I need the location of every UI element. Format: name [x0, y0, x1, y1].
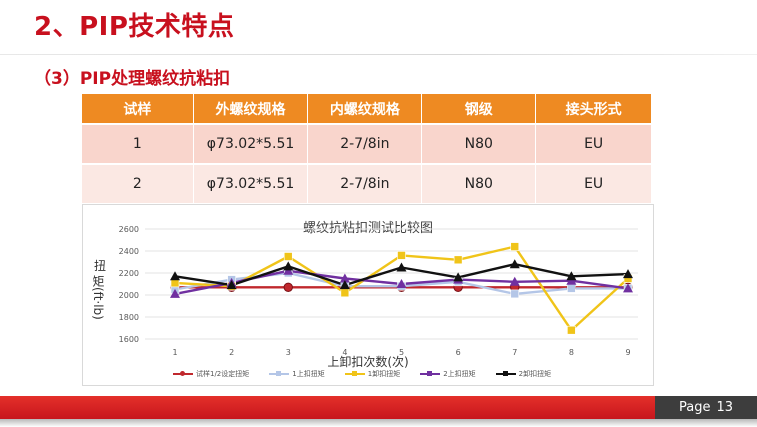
legend-swatch — [173, 371, 193, 376]
torque-chart: 螺纹抗粘扣测试比较图 扭 矩(ft·lb) 1600 1800 2000 2200 24… — [82, 204, 654, 386]
table-row: 1 φ73.02*5.51 2-7/8in N80 EU — [82, 123, 652, 164]
x-tick-label: 3 — [286, 348, 291, 357]
data-point — [340, 288, 350, 298]
legend-label: 2卸扣扭矩 — [518, 370, 552, 378]
x-tick-label: 6 — [456, 348, 461, 357]
data-point — [397, 251, 406, 260]
y-tick-label: 2000 — [119, 291, 139, 300]
data-point — [339, 280, 350, 290]
cell-internal-thread: 2-7/8in — [307, 123, 423, 164]
cell-sample: 1 — [82, 123, 194, 164]
data-point — [453, 272, 464, 282]
data-point — [396, 279, 407, 288]
cell-internal-thread: 2-7/8in — [307, 163, 423, 203]
legend-swatch — [344, 371, 365, 376]
data-point — [283, 261, 294, 271]
data-point — [453, 255, 463, 265]
y-axis-label-rest: 矩(ft·lb) — [91, 275, 105, 320]
data-point — [566, 271, 577, 281]
footer-bar — [0, 396, 757, 419]
table-header-row: 试样 外螺纹规格 内螺纹规格 钢级 接头形式 — [82, 94, 652, 124]
cell-external-thread: φ73.02*5.51 — [193, 163, 309, 203]
page-number: 13 — [716, 400, 734, 415]
y-axis-label-main: 扭 — [93, 259, 106, 273]
x-tick-label: 1 — [172, 348, 177, 357]
slide-title: 2、PIP技术特点 — [34, 12, 235, 42]
legend-item: 试样1/2设定扭矩 — [173, 369, 249, 379]
spec-table: 试样 外螺纹规格 内螺纹规格 钢级 接头形式 1 φ73.02*5.51 2-7… — [82, 94, 652, 203]
footer-shadow — [0, 419, 757, 427]
slide-subtitle: （3）PIP处理螺纹抗粘扣 — [34, 69, 231, 89]
y-tick-label: 1800 — [119, 313, 139, 322]
page-indicator: Page 13 — [655, 396, 757, 419]
x-tick-label: 5 — [399, 348, 404, 357]
y-axis-label: 扭 矩(ft·lb) — [91, 260, 109, 320]
legend-label: 1上扣扭矩 — [292, 370, 325, 378]
header-external-thread: 外螺纹规格 — [193, 94, 309, 124]
x-tick-label: 7 — [512, 348, 517, 357]
legend-label: 2上扣扭矩 — [443, 370, 476, 378]
chart-plot-area: 1600 1800 2000 2200 2400 2600 1 2 3 4 5 6 7 8 9 — [119, 225, 638, 357]
legend-swatch — [269, 371, 290, 376]
y-tick-label: 2600 — [119, 225, 139, 234]
data-point — [509, 276, 520, 286]
cell-steel-grade: N80 — [421, 123, 537, 164]
table-row: 2 φ73.02*5.51 2-7/8in N80 EU — [82, 163, 652, 203]
legend-item: 1卸扣扭矩 — [344, 369, 401, 379]
legend-swatch — [420, 371, 441, 376]
data-point — [509, 259, 520, 269]
x-axis-label: 上卸扣次数(次) — [327, 355, 409, 369]
data-point — [283, 252, 293, 261]
data-point — [623, 269, 633, 279]
cell-sample: 2 — [82, 163, 194, 203]
y-tick-label: 2200 — [119, 269, 139, 278]
data-point — [170, 271, 180, 281]
page-label: Page — [678, 400, 711, 415]
legend-label: 试样1/2设定扭矩 — [196, 370, 250, 378]
y-tick-label: 2400 — [119, 247, 139, 256]
header-joint-type: 接头形式 — [535, 94, 652, 124]
header-steel-grade: 钢级 — [421, 94, 537, 124]
data-point — [567, 325, 576, 335]
x-tick-label: 4 — [342, 348, 347, 357]
title-divider — [0, 54, 757, 55]
data-point — [623, 283, 633, 293]
cell-joint-type: EU — [535, 123, 652, 164]
data-point — [510, 242, 520, 251]
header-sample: 试样 — [82, 94, 194, 124]
cell-steel-grade: N80 — [421, 163, 537, 203]
chart-legend: 试样1/2设定扭矩 1上扣扭矩 1卸扣扭矩 2上扣扭矩 2卸扣扭矩 — [173, 369, 551, 379]
header-internal-thread: 内螺纹规格 — [307, 94, 423, 124]
data-point — [339, 273, 350, 283]
x-tick-label: 8 — [569, 348, 574, 357]
x-tick-label: 9 — [625, 348, 630, 357]
data-point — [283, 282, 293, 293]
y-tick-label: 1600 — [119, 335, 139, 344]
legend-item: 2上扣扭矩 — [420, 369, 476, 379]
legend-label: 1卸扣扭矩 — [367, 370, 401, 378]
data-point — [396, 262, 407, 272]
data-point — [510, 289, 520, 299]
data-point — [170, 288, 180, 298]
legend-item: 2卸扣扭矩 — [495, 369, 552, 379]
legend-swatch — [495, 371, 516, 376]
x-tick-label: 2 — [229, 348, 234, 357]
data-point — [567, 284, 576, 293]
cell-joint-type: EU — [535, 163, 652, 203]
legend-item: 1上扣扭矩 — [269, 369, 325, 379]
cell-external-thread: φ73.02*5.51 — [193, 123, 309, 164]
data-point — [226, 280, 237, 290]
